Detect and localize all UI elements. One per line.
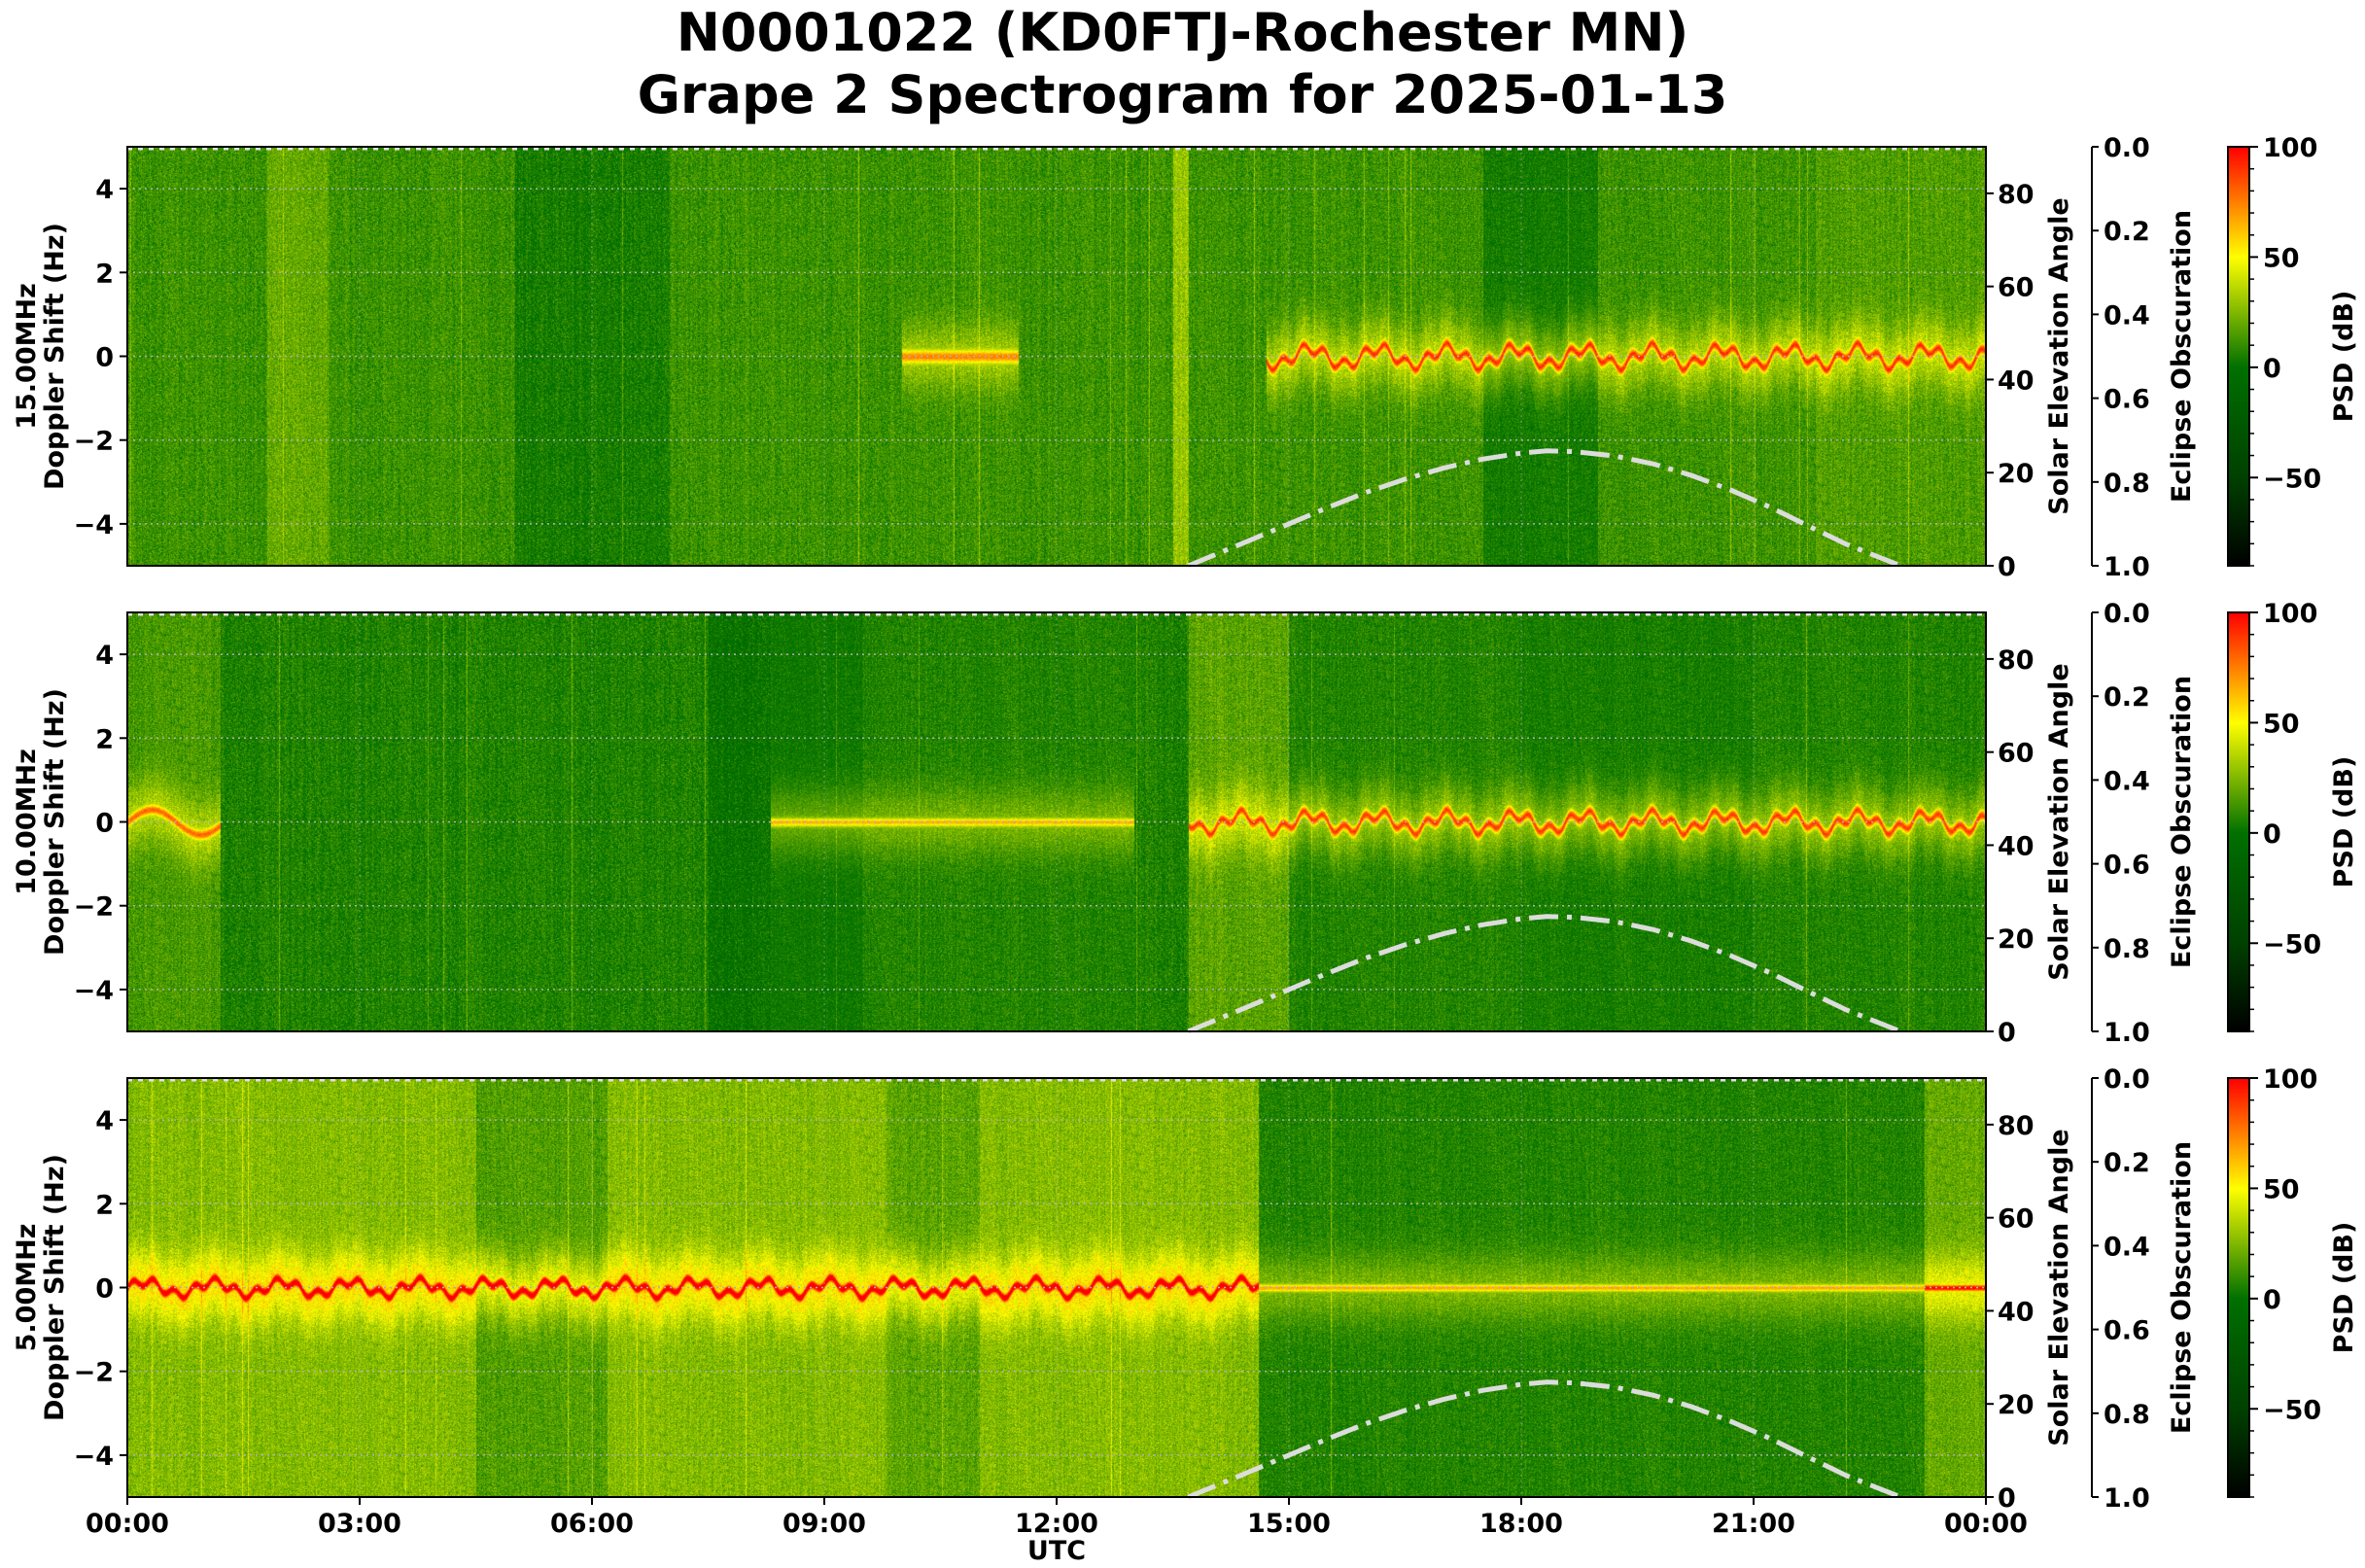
y-tick-label: 2 <box>95 259 114 289</box>
eclipse-tick-label: 1.0 <box>2104 552 2150 582</box>
colorbar-frame <box>2227 146 2250 567</box>
elevation-tick-label: 60 <box>1998 273 2035 303</box>
elevation-tick-label: 20 <box>1998 1390 2035 1420</box>
elevation-tick-label: 80 <box>1998 645 2035 676</box>
colorbar-tick-label: 50 <box>2263 243 2300 273</box>
eclipse-tick-label: 0.8 <box>2104 1400 2150 1430</box>
frequency-label: 15.00MHz <box>12 283 42 430</box>
y-tick-label: 2 <box>95 724 114 754</box>
colorbar-label: PSD (dB) <box>2329 756 2359 889</box>
colorbar-tick-label: 0 <box>2263 1285 2281 1315</box>
eclipse-tick-label: 0.6 <box>2104 851 2150 881</box>
colorbar-frame <box>2227 611 2250 1032</box>
elevation-tick-label: 40 <box>1998 1297 2035 1327</box>
y-tick-label: 4 <box>95 175 114 205</box>
frequency-label: 10.00MHz <box>12 749 42 895</box>
y-axis-label: Doppler Shift (Hz) <box>40 223 70 490</box>
elevation-axis-label: Solar Elevation Angle <box>2044 663 2074 980</box>
eclipse-tick-label: 0.0 <box>2104 599 2150 629</box>
colorbar-tick-label: 0 <box>2263 354 2281 384</box>
y-axis-label: Doppler Shift (Hz) <box>40 1154 70 1421</box>
eclipse-tick-label: 0.8 <box>2104 934 2150 964</box>
y-tick-label: 0 <box>95 343 114 373</box>
x-tick-label: 03:00 <box>318 1509 401 1539</box>
solar-elevation-curve <box>1187 448 1902 569</box>
elevation-tick-label: 60 <box>1998 739 2035 769</box>
elevation-tick-label: 40 <box>1998 366 2035 396</box>
y-axis-label: Doppler Shift (Hz) <box>40 688 70 956</box>
colorbar-1 <box>2228 147 2249 566</box>
elevation-tick-label: 0 <box>1998 552 2016 582</box>
elevation-tick-label: 80 <box>1998 1111 2035 1141</box>
colorbar-tick-label: 100 <box>2263 1064 2317 1095</box>
x-tick-label: 00:00 <box>1944 1509 2028 1539</box>
eclipse-tick-label: 0.6 <box>2104 1316 2150 1346</box>
y-tick-label: 0 <box>95 809 114 839</box>
eclipse-tick-label: 1.0 <box>2104 1483 2150 1514</box>
eclipse-axis-label: Eclipse Obscuration <box>2167 210 2197 503</box>
colorbar-2 <box>2228 612 2249 1031</box>
x-tick-label: 18:00 <box>1479 1509 1563 1539</box>
elevation-tick-label: 80 <box>1998 180 2035 210</box>
y-tick-label: 0 <box>95 1274 114 1305</box>
eclipse-tick-label: 0.4 <box>2104 1232 2150 1262</box>
y-tick-label: 2 <box>95 1190 114 1220</box>
elevation-tick-label: 0 <box>1998 1483 2016 1514</box>
y-tick-label: −4 <box>74 976 114 1006</box>
eclipse-tick-label: 1.0 <box>2104 1018 2150 1048</box>
frequency-label: 5.00MHz <box>12 1224 42 1352</box>
elevation-tick-label: 40 <box>1998 831 2035 861</box>
y-tick-label: −4 <box>74 510 114 540</box>
y-tick-label: −2 <box>74 1358 114 1388</box>
elevation-tick-label: 60 <box>1998 1204 2035 1235</box>
colorbar-tick-label: 0 <box>2263 819 2281 850</box>
y-tick-label: 4 <box>95 641 114 671</box>
x-tick-label: 15:00 <box>1247 1509 1331 1539</box>
x-tick-label: 12:00 <box>1015 1509 1098 1539</box>
colorbar-tick-label: −50 <box>2263 464 2321 494</box>
colorbar-3 <box>2228 1078 2249 1497</box>
colorbar-label: PSD (dB) <box>2329 291 2359 423</box>
chart-title-line1: N0001022 (KD0FTJ-Rochester MN) <box>676 2 1689 63</box>
eclipse-tick-label: 0.2 <box>2104 1148 2150 1178</box>
chart-title-line2: Grape 2 Spectrogram for 2025-01-13 <box>637 64 1728 125</box>
x-tick-label: 06:00 <box>550 1509 634 1539</box>
colorbar-tick-label: −50 <box>2263 929 2321 959</box>
x-tick-label: 09:00 <box>783 1509 866 1539</box>
elevation-axis-label: Solar Elevation Angle <box>2044 1129 2074 1446</box>
eclipse-axis-label: Eclipse Obscuration <box>2167 676 2197 968</box>
y-tick-label: −2 <box>74 427 114 457</box>
y-tick-label: −4 <box>74 1442 114 1472</box>
eclipse-tick-label: 0.4 <box>2104 300 2150 331</box>
elevation-axis-label: Solar Elevation Angle <box>2044 197 2074 514</box>
eclipse-tick-label: 0.0 <box>2104 1064 2150 1095</box>
colorbar-tick-label: −50 <box>2263 1395 2321 1425</box>
eclipse-tick-label: 0.8 <box>2104 469 2150 499</box>
colorbar-tick-label: 100 <box>2263 599 2317 629</box>
y-tick-label: −2 <box>74 892 114 923</box>
colorbar-tick-label: 50 <box>2263 1174 2300 1204</box>
elevation-tick-label: 20 <box>1998 459 2035 489</box>
x-axis-label: UTC <box>1027 1536 1086 1566</box>
eclipse-tick-label: 0.2 <box>2104 217 2150 247</box>
eclipse-tick-label: 0.2 <box>2104 682 2150 713</box>
eclipse-tick-label: 0.6 <box>2104 385 2150 415</box>
eclipse-tick-label: 0.0 <box>2104 133 2150 163</box>
colorbar-tick-label: 50 <box>2263 709 2300 739</box>
eclipse-tick-label: 0.4 <box>2104 766 2150 796</box>
colorbar-label: PSD (dB) <box>2329 1222 2359 1354</box>
elevation-tick-label: 0 <box>1998 1018 2016 1048</box>
solar-elevation-curve <box>1187 1379 1902 1500</box>
x-tick-label: 21:00 <box>1712 1509 1795 1539</box>
elevation-tick-label: 20 <box>1998 924 2035 955</box>
solar-elevation-curve <box>1187 914 1902 1034</box>
colorbar-frame <box>2227 1077 2250 1498</box>
colorbar-tick-label: 100 <box>2263 133 2317 163</box>
eclipse-axis-label: Eclipse Obscuration <box>2167 1141 2197 1434</box>
x-tick-label: 00:00 <box>86 1509 169 1539</box>
y-tick-label: 4 <box>95 1106 114 1136</box>
